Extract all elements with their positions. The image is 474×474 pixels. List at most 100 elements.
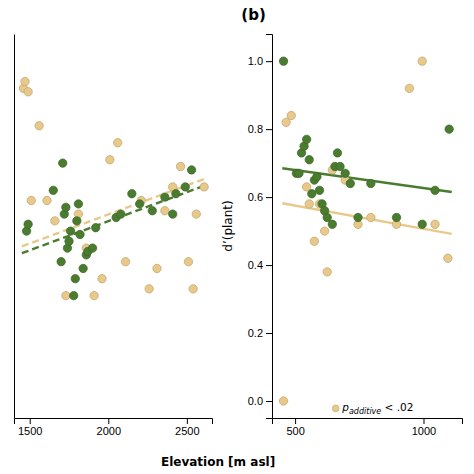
- chart: 150020002500Elevation [m asl]50010000.00…: [0, 0, 474, 474]
- point: [24, 220, 32, 228]
- point: [181, 183, 189, 191]
- x-tick: 1000: [412, 418, 436, 437]
- point: [354, 213, 362, 221]
- x-tick-mark: [295, 418, 296, 424]
- y-tick-mark: [266, 401, 272, 402]
- point: [51, 217, 59, 225]
- x-tick-mark: [108, 418, 109, 424]
- x-axis: 500 1000: [273, 418, 463, 437]
- point: [287, 111, 295, 119]
- y-axis-line: [266, 35, 273, 419]
- point: [49, 186, 57, 194]
- point: [71, 274, 79, 282]
- point: [279, 57, 287, 65]
- point: [43, 196, 51, 204]
- point: [106, 156, 114, 164]
- point: [305, 200, 313, 208]
- point: [88, 244, 96, 252]
- point: [328, 220, 336, 228]
- y-axis-line: [14, 35, 15, 419]
- y-tick-label: 0.8: [248, 123, 263, 135]
- y-tick-label: 0.0: [248, 395, 263, 407]
- point: [418, 220, 426, 228]
- x-tick-label: 2000: [97, 425, 121, 437]
- point: [313, 173, 321, 181]
- point: [323, 268, 331, 276]
- point: [73, 217, 81, 225]
- y-axis: 0.0 0.2 0.4 0.6 0.8 1.0: [248, 35, 273, 419]
- point: [57, 257, 65, 265]
- point: [70, 291, 78, 299]
- plot-area: [19, 77, 208, 299]
- x-tick-mark: [423, 418, 424, 424]
- annotation-part: additive: [349, 407, 381, 416]
- point: [136, 200, 144, 208]
- annotation-marker: [332, 405, 339, 412]
- point: [161, 207, 169, 215]
- y-tick: 0.4: [248, 259, 272, 271]
- point: [367, 213, 375, 221]
- point: [90, 291, 98, 299]
- x-tick-label: 2500: [175, 425, 199, 437]
- point: [65, 237, 73, 245]
- x-tick-mark: [187, 418, 188, 424]
- point: [35, 122, 43, 130]
- point: [333, 149, 341, 157]
- x-tick-label: 1500: [18, 425, 42, 437]
- point: [114, 139, 122, 147]
- point: [92, 224, 100, 232]
- point: [117, 210, 125, 218]
- y-tick-label: 0.6: [248, 191, 263, 203]
- point: [62, 291, 70, 299]
- point: [169, 210, 177, 218]
- point: [187, 166, 195, 174]
- y-tick-label: 1.0: [248, 55, 263, 67]
- point: [431, 220, 439, 228]
- point: [418, 57, 426, 65]
- point: [62, 203, 70, 211]
- point: [21, 77, 29, 85]
- y-tick-mark: [266, 129, 272, 130]
- point: [305, 156, 313, 164]
- x-axis: 1500 2000 2500: [15, 418, 213, 437]
- y-tick-mark: [266, 265, 272, 266]
- point: [302, 135, 310, 143]
- point: [121, 257, 129, 265]
- y-tick: 0.2: [248, 327, 272, 339]
- point: [184, 257, 192, 265]
- point: [346, 179, 354, 187]
- point: [431, 186, 439, 194]
- x-axis-title: Elevation [m asl]: [161, 455, 275, 469]
- point: [66, 227, 74, 235]
- point: [295, 169, 303, 177]
- point: [161, 193, 169, 201]
- y-tick: 1.0: [248, 55, 272, 67]
- trend-line: [282, 168, 451, 192]
- point: [153, 264, 161, 272]
- trend-line: [22, 185, 206, 253]
- point: [308, 190, 316, 198]
- panel: 1500 2000 2500: [15, 35, 213, 437]
- title: (b): [241, 6, 265, 24]
- panel: 50010000.00.20.40.60.81.0d’(plant)paddit…: [221, 35, 463, 437]
- point: [76, 230, 84, 238]
- point: [367, 179, 375, 187]
- y-tick-mark: [266, 197, 272, 198]
- point: [200, 183, 208, 191]
- annotation-part: < .02: [381, 401, 413, 413]
- annotation: padditive < .02: [341, 401, 413, 416]
- y-tick-label: 0.4: [248, 259, 263, 271]
- point: [341, 169, 349, 177]
- x-tick: 2000: [97, 418, 121, 437]
- point: [444, 254, 452, 262]
- point: [148, 207, 156, 215]
- point: [320, 227, 328, 235]
- x-tick-label: 1000: [412, 425, 436, 437]
- point: [279, 397, 287, 405]
- plot-area: [279, 57, 453, 405]
- point: [74, 200, 82, 208]
- x-tick-label: 500: [286, 425, 304, 437]
- point: [189, 285, 197, 293]
- point: [445, 125, 453, 133]
- point: [128, 190, 136, 198]
